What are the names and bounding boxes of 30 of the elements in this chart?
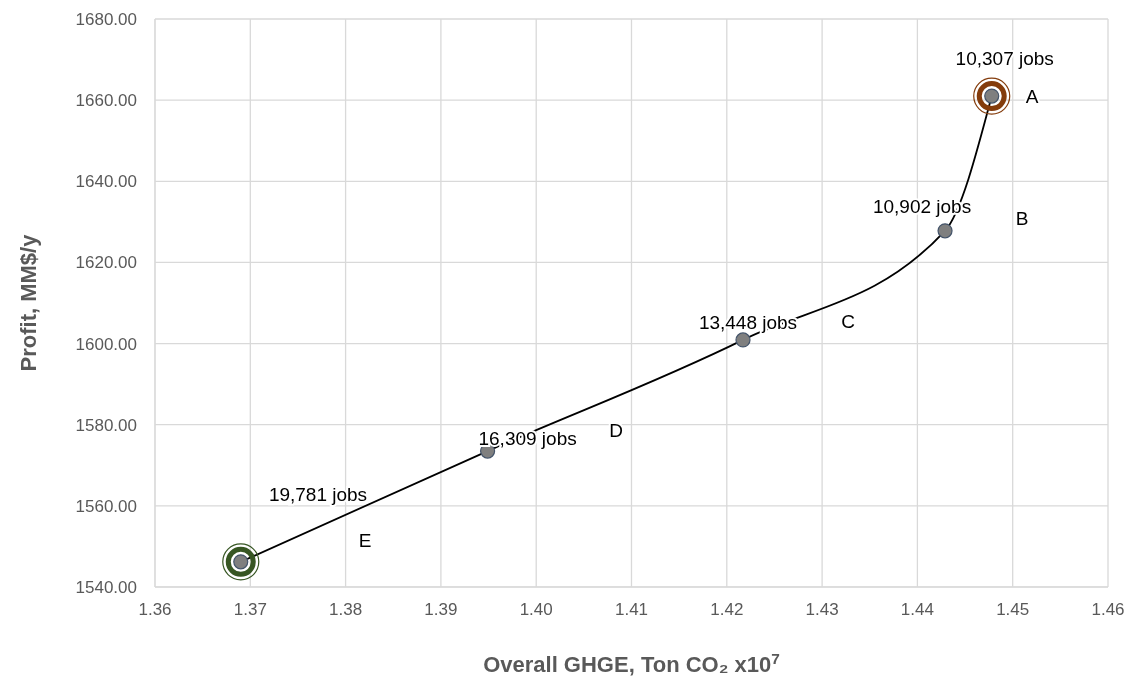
y-tick-label: 1680.00 <box>75 10 137 30</box>
y-tick-label: 1620.00 <box>75 253 137 273</box>
annotation: B <box>1015 207 1029 229</box>
y-axis-title: Profit, MM$/y <box>15 233 41 372</box>
x-tick-label: 1.44 <box>900 600 934 620</box>
x-tick-label: 1.36 <box>138 600 172 620</box>
x-axis-title: Overall GHGE, Ton CO₂ x10$^{7}$ <box>483 649 780 677</box>
y-tick-label: 1580.00 <box>75 415 137 435</box>
annotation: 19,781 jobs <box>268 483 368 505</box>
x-tick-label: 1.42 <box>710 600 744 620</box>
y-tick-label: 1560.00 <box>75 496 137 516</box>
y-tick-label: 1600.00 <box>75 334 137 354</box>
x-tick-label: 1.39 <box>424 600 458 620</box>
point <box>937 223 953 239</box>
x-tick-label: 1.46 <box>1091 600 1125 620</box>
annotation: D <box>609 419 623 441</box>
y-tick-label: 1640.00 <box>75 172 137 192</box>
x-tick-label: 1.40 <box>519 600 553 620</box>
x-tick-label: 1.41 <box>614 600 649 620</box>
annotation: C <box>841 310 855 332</box>
x-tick-label: 1.38 <box>329 600 363 620</box>
annotation: A <box>1025 85 1039 107</box>
x-tick-label: 1.43 <box>805 600 839 620</box>
x-tick-label: 1.37 <box>233 600 267 620</box>
annotation: E <box>358 529 372 551</box>
annotation: 10,307 jobs <box>955 47 1054 69</box>
y-tick-label: 1540.00 <box>75 578 137 598</box>
y-tick-label: 1660.00 <box>75 91 137 111</box>
x-tick-label: 1.45 <box>996 600 1030 620</box>
point <box>735 332 751 348</box>
